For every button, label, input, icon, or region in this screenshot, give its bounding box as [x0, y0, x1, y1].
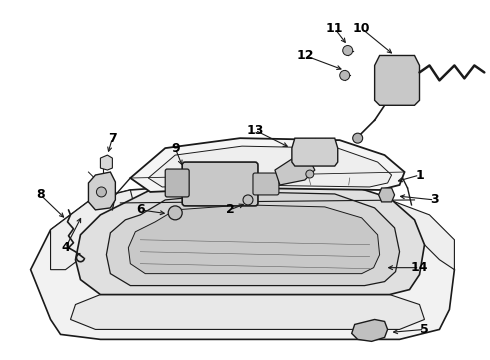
- Polygon shape: [128, 205, 380, 274]
- Polygon shape: [100, 155, 112, 170]
- Text: 11: 11: [326, 22, 343, 35]
- Text: 9: 9: [171, 141, 179, 155]
- Polygon shape: [292, 138, 338, 166]
- FancyBboxPatch shape: [253, 173, 279, 195]
- Text: 6: 6: [136, 203, 145, 216]
- Polygon shape: [379, 188, 394, 202]
- Polygon shape: [275, 157, 315, 185]
- Polygon shape: [106, 192, 399, 285]
- Text: 14: 14: [411, 261, 428, 274]
- Polygon shape: [148, 146, 392, 187]
- Text: 12: 12: [296, 49, 314, 62]
- Circle shape: [340, 71, 350, 80]
- Text: 5: 5: [420, 323, 429, 336]
- Text: 10: 10: [353, 22, 370, 35]
- Circle shape: [97, 187, 106, 197]
- Circle shape: [306, 170, 314, 178]
- Polygon shape: [75, 180, 424, 294]
- Polygon shape: [30, 185, 454, 339]
- FancyBboxPatch shape: [165, 169, 189, 197]
- Polygon shape: [130, 138, 405, 192]
- Text: 3: 3: [430, 193, 439, 206]
- FancyBboxPatch shape: [182, 162, 258, 206]
- Circle shape: [168, 206, 182, 220]
- Polygon shape: [385, 200, 454, 270]
- Text: 7: 7: [108, 132, 117, 145]
- Polygon shape: [50, 190, 135, 270]
- Circle shape: [243, 195, 253, 205]
- Circle shape: [343, 45, 353, 55]
- Text: 1: 1: [415, 168, 424, 181]
- Polygon shape: [89, 172, 115, 210]
- Text: 4: 4: [61, 241, 70, 254]
- Circle shape: [353, 133, 363, 143]
- Polygon shape: [375, 55, 419, 105]
- Text: 13: 13: [246, 124, 264, 137]
- Text: 8: 8: [36, 188, 45, 202]
- Polygon shape: [352, 319, 388, 341]
- Polygon shape: [71, 294, 424, 329]
- Text: 2: 2: [226, 203, 234, 216]
